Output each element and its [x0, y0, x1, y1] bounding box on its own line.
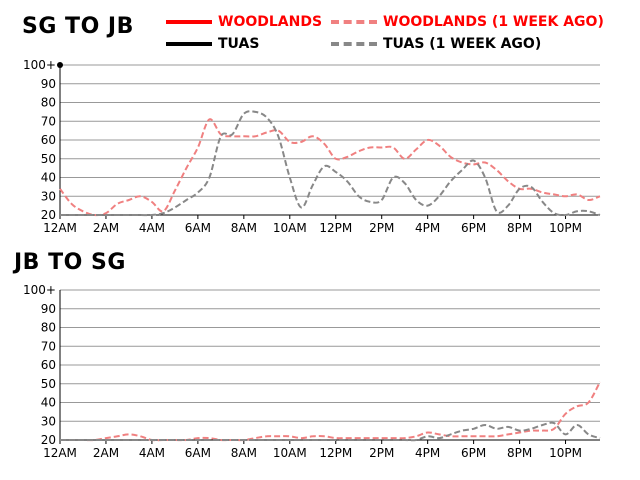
y-tick-label: 50 — [41, 152, 56, 166]
series-line-tuas-week — [60, 110, 601, 217]
y-tick-label: 100+ — [23, 58, 56, 72]
y-tick-label: 90 — [41, 302, 56, 316]
series-line-tuas-week — [60, 421, 601, 442]
x-tick-label: 8PM — [507, 446, 532, 460]
x-tick-label: 4PM — [415, 446, 440, 460]
legend-tuas-week-ago[interactable]: TUAS (1 WEEK AGO) — [331, 36, 541, 52]
x-tick-label: 2PM — [369, 221, 394, 235]
x-tick-label: 6PM — [461, 221, 486, 235]
x-tick-label: 8PM — [507, 221, 532, 235]
y-tick-label: 100+ — [23, 283, 56, 297]
x-tick-label: 6AM — [185, 446, 211, 460]
y-tick-label: 20 — [41, 208, 56, 222]
legend-swatch-tuas — [166, 42, 212, 46]
y-tick-label: 40 — [41, 396, 56, 410]
x-tick-label: 2AM — [93, 446, 119, 460]
y-tick-label: 60 — [41, 133, 56, 147]
y-tick-label: 50 — [41, 377, 56, 391]
x-tick-label: 6AM — [185, 221, 211, 235]
x-tick-label: 10PM — [549, 446, 582, 460]
legend-woodlands-week-ago[interactable]: WOODLANDS (1 WEEK AGO) — [331, 14, 604, 30]
x-tick-label: 2AM — [93, 221, 119, 235]
legend-label-woodlands: WOODLANDS — [218, 14, 323, 30]
x-tick-label: 6PM — [461, 446, 486, 460]
x-tick-label: 10AM — [273, 221, 307, 235]
y-tick-label: 70 — [41, 339, 56, 353]
legend-woodlands[interactable]: WOODLANDS — [166, 14, 322, 30]
y-tick-label: 90 — [41, 77, 56, 91]
legend-swatch-tuas-week-ago — [331, 42, 377, 46]
legend-swatch-woodlands — [166, 20, 212, 24]
x-tick-label: 8AM — [231, 446, 257, 460]
x-tick-label: 12PM — [319, 221, 352, 235]
x-tick-label: 4AM — [139, 221, 165, 235]
y-tick-label: 40 — [41, 171, 56, 185]
axis-corner-dot — [57, 62, 63, 68]
y-tick-label: 60 — [41, 358, 56, 372]
x-tick-label: 4PM — [415, 221, 440, 235]
x-tick-label: 10PM — [549, 221, 582, 235]
y-tick-label: 70 — [41, 114, 56, 128]
legend-label-woodlands-week-ago: WOODLANDS (1 WEEK AGO) — [383, 14, 604, 30]
x-tick-label: 2PM — [369, 446, 394, 460]
legend-swatch-woodlands-week-ago — [331, 20, 377, 24]
x-tick-label: 12AM — [43, 221, 77, 235]
chart-sg-to-jb: 20 30 40 50 60 70 80 90 100+ 12AM 2AM 4AM 6AM 8AM 10AM… — [23, 58, 601, 235]
y-tick-label: 80 — [41, 321, 56, 335]
y-tick-label: 80 — [41, 96, 56, 110]
series-line-woodlands-week — [59, 118, 601, 217]
chart-title-jb-to-sg: JB TO SG — [14, 250, 126, 275]
x-tick-label: 12AM — [43, 446, 77, 460]
y-tick-label: 20 — [41, 433, 56, 447]
legend-label-tuas-week-ago: TUAS (1 WEEK AGO) — [383, 36, 542, 52]
y-tick-label: 30 — [41, 414, 56, 428]
chart-jb-to-sg: 20 30 40 50 60 70 80 90 100+ 12AM 2AM 4AM 6AM 8AM 10AM… — [23, 283, 601, 460]
chart-title-sg-to-jb: SG TO JB — [22, 14, 134, 39]
x-tick-label: 10AM — [273, 446, 307, 460]
legend-label-tuas: TUAS — [218, 36, 260, 52]
x-tick-label: 8AM — [231, 221, 257, 235]
legend-tuas[interactable]: TUAS — [166, 36, 259, 52]
x-tick-label: 12PM — [319, 446, 352, 460]
x-tick-label: 4AM — [139, 446, 165, 460]
y-tick-label: 30 — [41, 189, 56, 203]
